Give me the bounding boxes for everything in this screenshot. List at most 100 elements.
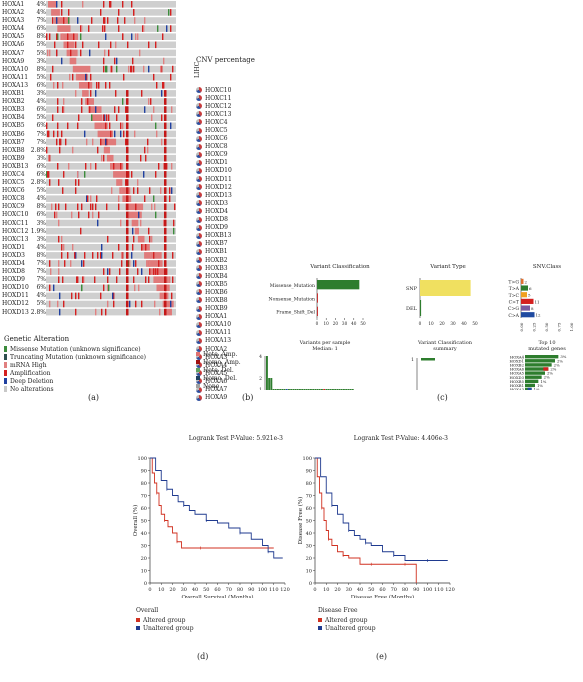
oncoprint-alteration-mark xyxy=(119,268,121,275)
legend-swatch xyxy=(196,376,200,380)
cnv-gene-row: HOXD4 xyxy=(196,207,232,215)
vps-bar xyxy=(340,389,343,390)
top10-gene-label: HOXD3 xyxy=(509,375,524,380)
oncoprint-alteration-mark xyxy=(121,187,123,194)
oncoprint-alteration-mark xyxy=(154,203,156,211)
vps-bar xyxy=(285,389,288,390)
oncoprint-alteration-mark xyxy=(90,90,92,97)
oncoprint-amplification-mark xyxy=(164,130,166,138)
oncoprint-legend-title: Genetic Alteration xyxy=(4,335,70,343)
top10-pct-label: 1% xyxy=(540,379,546,384)
cnv-pie-icon xyxy=(196,386,202,393)
oncoprint-alteration-mark xyxy=(114,130,116,138)
top10-gene-label: HOXB5 xyxy=(510,379,525,384)
oncoprint-gene-pct: 2.8% xyxy=(30,308,46,316)
vps-bar xyxy=(274,389,277,390)
oncoprint-alteration-mark xyxy=(58,179,60,186)
oncoprint-row-background xyxy=(46,292,176,300)
cnv-pie-icon xyxy=(196,216,202,223)
oncoprint-amplification-mark xyxy=(165,146,167,154)
snv-tick-label: 1.00 xyxy=(569,322,574,331)
oncoprint-alteration-mark xyxy=(122,98,124,105)
oncoprint-mrna-high-mark xyxy=(63,41,75,49)
vc-category-label: Frame_Shift_Del xyxy=(276,310,315,316)
oncoprint-alteration-mark xyxy=(153,106,155,113)
oncoprint-alteration-mark xyxy=(137,187,139,194)
oncoprint-amplification-mark xyxy=(127,276,129,283)
oncoprint-gene-pct: 4% xyxy=(36,195,46,203)
km-legend-item: Unaltered group xyxy=(136,624,194,632)
oncoprint-gene-name: HOXA4 xyxy=(2,25,25,33)
oncoprint-gene-name: HOXC5 xyxy=(2,179,25,187)
cnv-legend-item: None xyxy=(196,382,296,390)
oncoprint-alteration-mark xyxy=(97,252,99,259)
oncoprint-alteration-mark xyxy=(153,73,155,81)
km-overall-survival-chart: Logrank Test P-Value: 5.921e-3 0 10 20 30 40 5… xyxy=(132,435,290,598)
vps-bar xyxy=(316,389,319,390)
legend-swatch xyxy=(4,370,7,376)
oncoprint-amplification-mark xyxy=(127,146,129,154)
oncoprint-alteration-mark xyxy=(128,171,130,178)
oncoprint-gene-name: HOXC9 xyxy=(2,203,25,211)
vps-bar xyxy=(299,389,301,390)
cnv-gene-name: HOXB3 xyxy=(205,264,228,272)
oncoprint-alteration-mark xyxy=(88,211,90,219)
oncoprint-alteration-mark xyxy=(153,195,155,202)
oncoprint-alteration-mark xyxy=(56,138,58,146)
oncoprint-amplification-mark xyxy=(126,260,128,267)
cnv-legend-item: Homo. Del. xyxy=(196,374,296,382)
oncoprint-gene-name: HOXD9 xyxy=(2,276,25,284)
oncoprint-alteration-mark xyxy=(63,98,65,105)
oncoprint-gene-pct: 3% xyxy=(36,57,46,65)
oncoprint-alteration-mark xyxy=(155,122,157,130)
oncoprint-gene-row: HOXB7 7% xyxy=(2,139,46,147)
oncoprint-alteration-mark xyxy=(75,33,77,40)
cnv-gene-name: HOXD9 xyxy=(205,224,228,232)
oncoprint-alteration-mark xyxy=(107,268,109,275)
oncoprint-alteration-mark xyxy=(161,90,163,97)
oncoprint-gene-pct: 6% xyxy=(36,106,46,114)
oncoprint-amplification-mark xyxy=(127,90,129,97)
oncoprint-amplification-mark xyxy=(164,235,166,243)
oncoprint-gene-name: HOXB13 xyxy=(2,162,29,170)
oncoprint-gene-pct: 8% xyxy=(36,203,46,211)
oncoprint-gene-name: HOXB8 xyxy=(2,146,25,154)
oncoprint-alteration-mark xyxy=(163,219,165,227)
legend-label: Hete. Amp. xyxy=(203,350,238,358)
oncoprint-mrna-high-mark xyxy=(85,98,94,105)
oncoprint-alteration-mark xyxy=(133,9,135,16)
km-x-tick-label: 110 xyxy=(434,587,444,593)
km-x-tick-label: 20 xyxy=(169,587,175,593)
vc-tick-label: 20 xyxy=(333,321,339,326)
cnv-gene-row: HOXA10 xyxy=(196,321,232,329)
oncoprint-alteration-mark xyxy=(81,284,83,292)
oncoprint-amplification-mark xyxy=(127,138,129,146)
oncoprint-alteration-mark xyxy=(103,284,105,292)
oncoprint-amplification-mark xyxy=(126,171,128,178)
km-x-tick-label: 70 xyxy=(391,587,397,593)
top10-bar xyxy=(525,363,552,367)
cnv-legend: Hete. Amp. Homo. Amp. Hete. Del. Homo. Del.… xyxy=(196,350,296,390)
oncoprint-alteration-mark xyxy=(114,57,116,65)
top10-gene-label: HOXA6 xyxy=(510,367,525,372)
oncoprint-alteration-mark xyxy=(109,122,111,130)
oncoprint-amplification-mark xyxy=(127,130,129,138)
oncoprint-row-background xyxy=(46,195,176,202)
oncoprint-amplification-mark xyxy=(165,163,167,170)
top10-pct-label: 2% xyxy=(550,367,556,372)
vps-bar xyxy=(266,356,268,390)
snv-count-label: 6 xyxy=(529,286,532,291)
km-d-legend: Altered group Unaltered group xyxy=(136,616,194,632)
km-legend-item: Unaltered group xyxy=(318,624,376,632)
oncoprint-alteration-mark xyxy=(158,260,160,267)
oncoprint-alteration-mark xyxy=(166,25,168,32)
oncoprint-alteration-mark xyxy=(77,122,79,130)
oncoprint-alteration-mark xyxy=(105,308,107,316)
oncoprint-gene-row: HOXB2 4% xyxy=(2,98,46,106)
oncoprint-amplification-mark xyxy=(164,138,166,146)
snv-category-label: T>A xyxy=(509,286,520,292)
oncoprint-amplification-mark xyxy=(127,219,129,227)
oncoprint-alteration-mark xyxy=(105,122,107,130)
vps-bar xyxy=(343,389,345,390)
oncoprint-gene-pct: 8% xyxy=(36,251,46,259)
